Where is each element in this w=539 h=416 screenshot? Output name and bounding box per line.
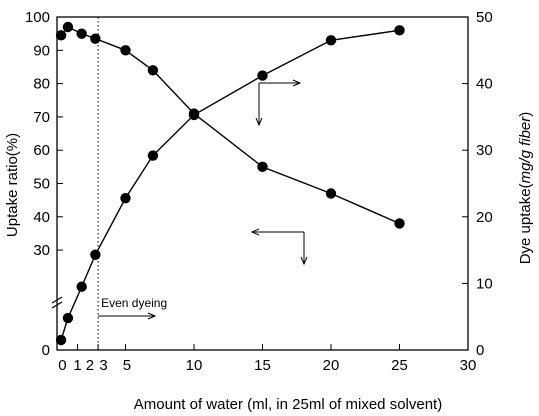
annotations: Even dyeing (97, 17, 308, 350)
left-y-tick-label: 70 (33, 109, 50, 126)
x-tick-label: 5 (123, 357, 131, 374)
left-y-tick-label: 60 (33, 142, 50, 159)
left-axis-pointer-down-arrow-head (300, 256, 308, 266)
right-y-axis-label: Dye uptake(mg/g fiber) (517, 112, 534, 265)
right-y-tick-label: 20 (476, 209, 493, 226)
uptake-ratio-point (257, 161, 268, 173)
left-y-tick-label: 40 (33, 209, 50, 226)
right-y-axis: 0 10 20 30 40 50 (462, 9, 493, 359)
dye-uptake-point (257, 70, 268, 81)
dye-uptake-point (188, 109, 200, 121)
x-axis-label: Amount of water (ml, in 25ml of mixed so… (134, 396, 442, 413)
dye-uptake-point (147, 150, 159, 161)
x-tick-label: 2 (86, 357, 94, 374)
left-y-tick-label: 100 (25, 9, 50, 26)
left-y-tick-label: 80 (33, 76, 50, 93)
x-axis: 0 1 2 3 5 10 15 20 25 30 (56, 344, 477, 374)
x-tick-label: 3 (99, 357, 107, 374)
right-y-tick-label: 50 (476, 9, 493, 26)
x-tick-label: 30 (460, 357, 477, 374)
uptake-ratio-line (60, 26, 400, 225)
left-y-tick-label: 90 (33, 42, 50, 59)
left-y-tick-label: 30 (33, 242, 50, 259)
uptake-ratio-point (325, 188, 337, 199)
right-axis-pointer-arrow-head (292, 79, 302, 87)
right-y-axis-label-suffix: ) (517, 112, 534, 117)
left-axis-pointer-arrow-head (250, 228, 260, 236)
x-tick-label: 25 (391, 357, 408, 374)
dye-uptake-point (90, 249, 101, 260)
left-y-tick-label: 50 (33, 176, 50, 193)
x-tick-label: 0 (58, 357, 66, 374)
x-tick-label: 1 (73, 357, 81, 374)
x-tick-label: 15 (254, 357, 271, 374)
axis-break-mark (51, 296, 63, 304)
even-dyeing-arrow-head (147, 312, 157, 320)
x-tick-label: 10 (186, 357, 203, 374)
right-y-axis-label-unit: mg/g fiber (517, 116, 534, 184)
dye-uptake-point (76, 281, 87, 292)
uptake-ratio-point (76, 28, 87, 39)
dye-uptake-point (120, 192, 131, 204)
right-y-tick-label: 30 (476, 142, 493, 159)
dye-uptake-point (62, 312, 74, 324)
left-y-tick-label: 0 (42, 342, 50, 359)
right-y-axis-label-prefix: Dye uptake( (517, 183, 534, 264)
right-axis-pointer-down-arrow-head (255, 117, 263, 127)
uptake-ratio-point (120, 45, 131, 56)
uptake-ratio-point (55, 30, 67, 41)
dye-uptake-point (55, 334, 67, 346)
axis-break-mark (51, 301, 63, 309)
dye-uptake-line (60, 29, 400, 341)
dye-uptake-point (394, 25, 405, 36)
uptake-ratio-point (62, 21, 74, 33)
dye-uptake-point (325, 35, 337, 46)
right-y-tick-label: 0 (476, 342, 484, 359)
uptake-ratio-point (90, 33, 101, 44)
left-y-axis-label: Uptake ratio(%) (4, 133, 21, 237)
uptake-ratio-point (147, 65, 159, 76)
x-tick-label: 20 (323, 357, 340, 374)
right-y-tick-label: 40 (476, 76, 493, 93)
series-layer (55, 21, 405, 346)
uptake-ratio-point (394, 218, 405, 229)
right-y-tick-label: 10 (476, 275, 493, 292)
even-dyeing-label: Even dyeing (101, 296, 167, 310)
left-y-axis: 0 30 40 50 60 70 80 90 100 (25, 9, 63, 359)
